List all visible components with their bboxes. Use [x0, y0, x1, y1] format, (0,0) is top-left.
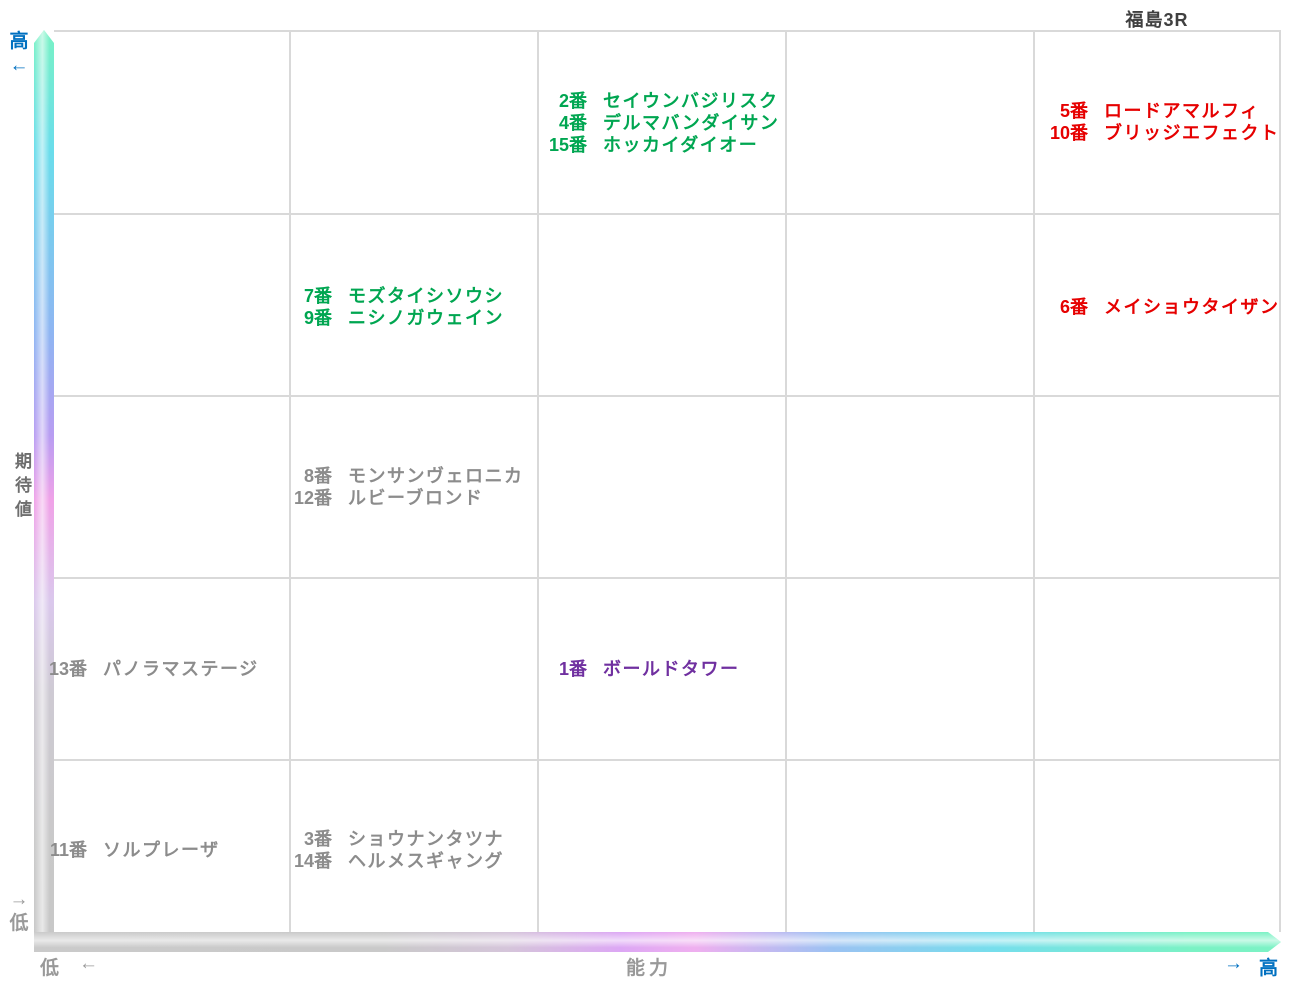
x-axis-gradient-bar: [34, 932, 1281, 952]
x-axis-low-label: 低 ←: [40, 953, 98, 980]
horse-group: 5番 ロードアマルフィ 10番 ブリッジエフェクト: [1044, 100, 1280, 144]
x-high-text: 高: [1258, 958, 1278, 979]
horse-group: 8番 モンサンヴェロニカ 12番 ルビーブロンド: [288, 465, 524, 509]
horse-group: 11番 ソルプレーザ: [43, 839, 220, 861]
x-low-arrow-icon: ←: [79, 953, 99, 974]
horse-entry: 13番 パノラマステージ: [43, 658, 259, 680]
horse-entry: 10番 ブリッジエフェクト: [1044, 122, 1280, 144]
plot-area: [54, 30, 1281, 932]
grid-line-vertical: [289, 32, 291, 932]
horse-name: ロードアマルフィ: [1104, 101, 1260, 121]
horse-number: 4番: [558, 113, 587, 133]
horse-group: 3番 ショウナンタツナ 14番 ヘルメスギャング: [288, 828, 504, 872]
horse-entry: 12番 ルビーブロンド: [288, 487, 524, 509]
horse-name: モズタイシソウシ: [348, 286, 504, 306]
horse-number: 2番: [558, 91, 587, 111]
x-axis-high-label: → 高: [1224, 953, 1278, 980]
horse-name: モンサンヴェロニカ: [348, 466, 524, 486]
horse-number: 1番: [558, 659, 587, 679]
horse-name: ブリッジエフェクト: [1104, 123, 1280, 143]
horse-entry: 6番 メイショウタイザン: [1044, 296, 1280, 318]
horse-number: 5番: [1059, 101, 1088, 121]
horse-entry: 9番 ニシノガウェイン: [288, 307, 504, 329]
horse-number: 13番: [48, 659, 87, 679]
x-high-arrow-icon: →: [1223, 953, 1243, 974]
horse-group: 7番 モズタイシソウシ 9番 ニシノガウェイン: [288, 285, 504, 329]
horse-group: 2番 セイウンバジリスク 4番 デルマバンダイサン 15番 ホッカイダイオー: [543, 90, 779, 156]
grid-line-horizontal: [54, 577, 1279, 579]
horse-name: ボールドタワー: [603, 659, 740, 679]
y-high-arrow-icon: ←: [9, 55, 29, 76]
horse-number: 11番: [49, 840, 87, 860]
y-axis-low-label: → 低: [5, 888, 33, 936]
horse-number: 15番: [548, 135, 587, 155]
horse-group: 6番 メイショウタイザン: [1044, 296, 1280, 318]
horse-number: 8番: [303, 466, 332, 486]
horse-name: ホッカイダイオー: [603, 135, 759, 155]
horse-name: ヘルメスギャング: [348, 851, 504, 871]
horse-number: 7番: [303, 286, 332, 306]
horse-number: 14番: [293, 851, 332, 871]
horse-entry: 1番 ボールドタワー: [543, 658, 740, 680]
x-low-text: 低: [40, 958, 60, 979]
y-axis-high-label: 高 ←: [5, 30, 33, 78]
horse-number: 12番: [293, 488, 332, 508]
y-high-text: 高: [9, 31, 29, 52]
horse-name: セイウンバジリスク: [603, 91, 779, 111]
y-axis-title: 期待値: [12, 452, 31, 524]
horse-name: ニシノガウェイン: [348, 308, 504, 328]
horse-group: 1番 ボールドタワー: [543, 658, 740, 680]
horse-name: ソルプレーザ: [103, 840, 220, 860]
horse-entry: 8番 モンサンヴェロニカ: [288, 465, 524, 487]
horse-number: 3番: [303, 829, 332, 849]
y-axis-gradient-bar: [34, 30, 54, 952]
horse-group: 13番 パノラマステージ: [43, 658, 259, 680]
horse-name: ショウナンタツナ: [348, 829, 504, 849]
horse-name: パノラマステージ: [103, 659, 259, 679]
horse-entry: 15番 ホッカイダイオー: [543, 134, 779, 156]
grid-line-horizontal: [54, 395, 1279, 397]
horse-entry: 5番 ロードアマルフィ: [1044, 100, 1280, 122]
horse-name: ルビーブロンド: [348, 488, 484, 508]
horse-entry: 14番 ヘルメスギャング: [288, 850, 504, 872]
horse-name: メイショウタイザン: [1104, 297, 1280, 317]
horse-number: 6番: [1059, 297, 1088, 317]
grid-line-vertical: [537, 32, 539, 932]
y-low-text: 低: [9, 913, 29, 934]
horse-entry: 4番 デルマバンダイサン: [543, 112, 779, 134]
horse-number: 10番: [1049, 123, 1088, 143]
chart-title: 福島3R: [1125, 10, 1189, 30]
y-low-arrow-icon: →: [9, 889, 29, 910]
horse-entry: 2番 セイウンバジリスク: [543, 90, 779, 112]
x-axis-title: 能力: [625, 958, 672, 979]
horse-entry: 3番 ショウナンタツナ: [288, 828, 504, 850]
grid-line-horizontal: [54, 759, 1279, 761]
horse-entry: 7番 モズタイシソウシ: [288, 285, 504, 307]
horse-number: 9番: [303, 308, 332, 328]
grid-line-vertical: [1033, 32, 1035, 932]
horse-entry: 11番 ソルプレーザ: [43, 839, 220, 861]
grid-line-horizontal: [54, 213, 1279, 215]
horse-name: デルマバンダイサン: [603, 113, 780, 133]
grid-line-vertical: [785, 32, 787, 932]
